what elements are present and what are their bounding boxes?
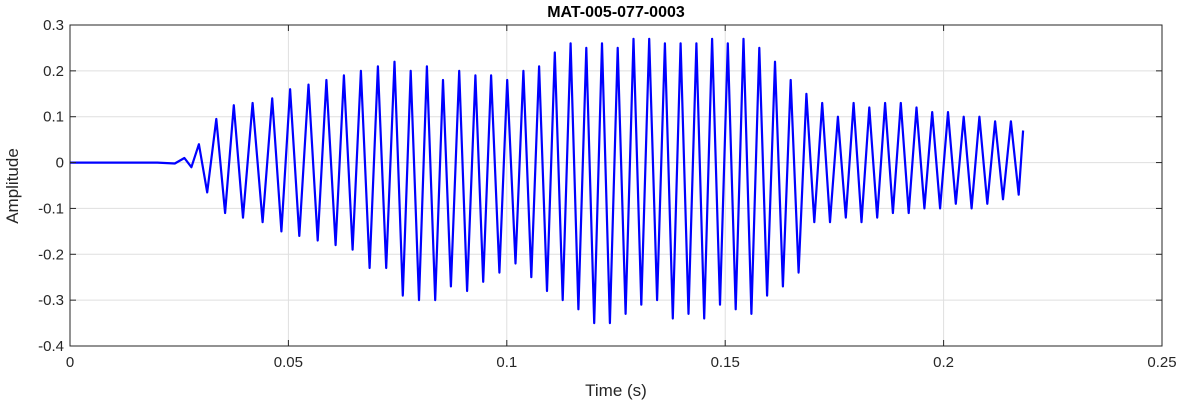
y-tick-label: -0.1 — [38, 200, 64, 217]
x-tick-label: 0.1 — [496, 354, 517, 371]
y-axis-ticks: -0.4 -0.3 -0.2 -0.1 0 0.1 0.2 0.3 — [38, 17, 1162, 355]
y-tick-label: -0.2 — [38, 246, 64, 263]
x-axis-label: Time (s) — [585, 381, 647, 400]
y-tick-label: 0 — [56, 155, 64, 172]
x-tick-label: 0.05 — [274, 354, 303, 371]
y-tick-label: 0.1 — [43, 109, 64, 126]
y-tick-label: 0.3 — [43, 17, 64, 34]
x-tick-label: 0 — [66, 354, 74, 371]
x-tick-label: 0.2 — [933, 354, 954, 371]
x-tick-label: 0.15 — [711, 354, 740, 371]
y-tick-label: 0.2 — [43, 63, 64, 80]
y-axis-label: Amplitude — [3, 148, 22, 224]
series-line — [70, 37, 1025, 325]
chart-title: MAT-005-077-0003 — [547, 4, 685, 21]
x-tick-label: 0.25 — [1147, 354, 1176, 371]
x-axis-ticks: 0 0.05 0.1 0.15 0.2 0.25 — [66, 25, 1177, 371]
y-tick-label: -0.3 — [38, 292, 64, 309]
y-tick-label: -0.4 — [38, 338, 64, 355]
plot-frame — [69, 24, 1163, 347]
